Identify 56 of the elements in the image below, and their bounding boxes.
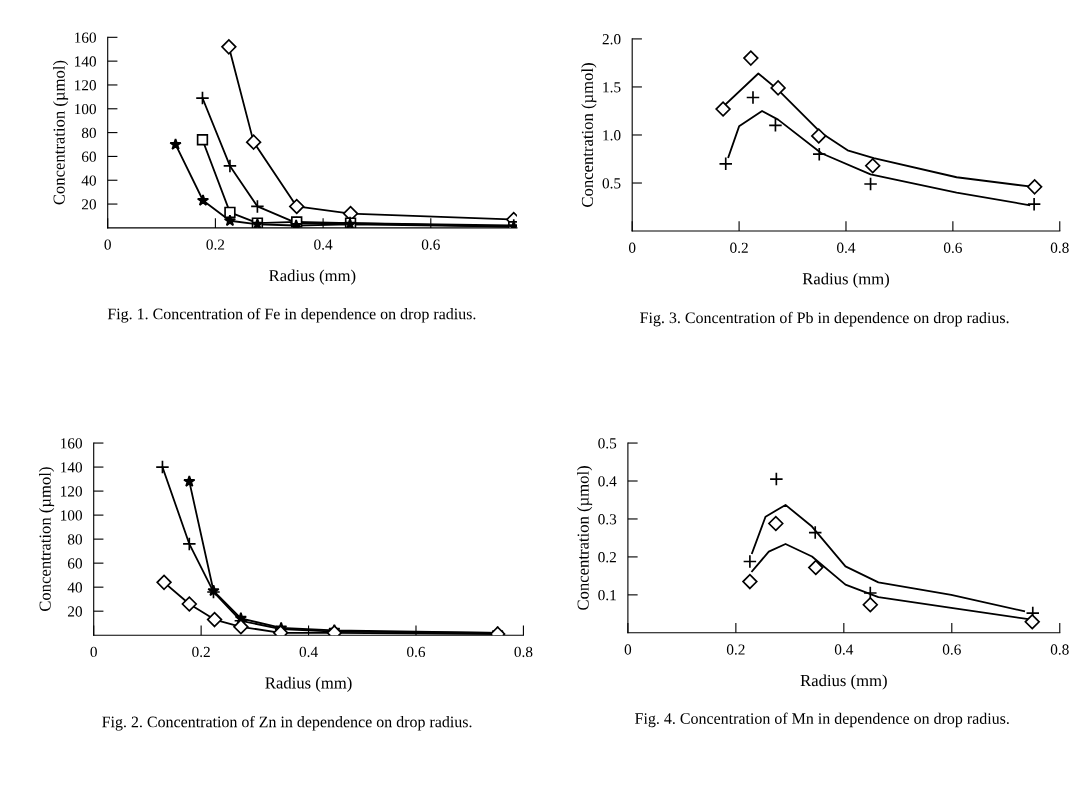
x-tick-label: 0.4 — [837, 242, 856, 253]
x-axis-title: Radius (mm) — [800, 674, 887, 690]
x-tick-label: 0.4 — [314, 239, 333, 250]
x-tick-label: 0 — [624, 644, 632, 655]
x-tick-label: 0.6 — [942, 644, 961, 655]
y-tick-label: 100 — [61, 510, 83, 521]
caption: Fig. 1. Concentration of Fe in dependence on drop radius. — [107, 307, 476, 323]
x-tick-label: 0 — [90, 646, 97, 658]
y-tick-label: 20 — [81, 199, 97, 210]
y-tick-label: 2.0 — [602, 34, 621, 45]
y-tick-label: 140 — [75, 56, 97, 67]
x-tick-label: 0.8 — [514, 646, 533, 658]
x-axis-title: Radius (mm) — [265, 676, 352, 692]
x-axis-title: Radius (mm) — [802, 272, 889, 288]
x-tick-label: 0.6 — [421, 239, 440, 250]
y-tick-label: 60 — [67, 558, 83, 569]
y-tick-label: 160 — [75, 32, 97, 43]
y-tick-label: 1.0 — [603, 130, 621, 141]
caption: Fig. 4. Concentration of Mn in dependence on drop radius. — [635, 712, 1009, 728]
y-tick-label: 0.5 — [602, 178, 621, 189]
x-tick-label: 0.2 — [206, 239, 225, 250]
y-tick-label: 100 — [75, 103, 97, 115]
y-tick-label: 20 — [67, 606, 83, 617]
y-axis-title: Concentration (µmol) — [577, 466, 593, 610]
y-tick-label: 1.5 — [603, 82, 621, 93]
x-tick-label: 0.6 — [407, 646, 426, 658]
y-tick-label: 0.5 — [598, 438, 617, 449]
x-tick-label: 0.8 — [1050, 644, 1069, 655]
y-axis-title: Concentration (µmol) — [53, 60, 69, 205]
y-tick-label: 120 — [75, 80, 97, 91]
y-axis-title: Concentration (µmol) — [39, 467, 55, 612]
y-tick-label: 0.3 — [598, 514, 617, 525]
x-axis-title: Radius (mm) — [269, 269, 356, 285]
y-tick-label: 140 — [61, 462, 83, 473]
y-tick-label: 120 — [61, 486, 83, 497]
caption: Fig. 3. Concentration of Pb in dependence on drop radius. — [640, 311, 1009, 327]
x-tick-label: 0.6 — [943, 242, 962, 253]
y-tick-label: 160 — [61, 438, 83, 449]
x-tick-label: 0.2 — [730, 242, 748, 253]
x-tick-label: 0 — [104, 239, 111, 250]
y-tick-label: 80 — [81, 127, 97, 139]
y-tick-label: 40 — [67, 582, 83, 593]
y-tick-label: 0.2 — [598, 552, 616, 563]
x-tick-label: 0 — [628, 242, 636, 253]
y-tick-label: 80 — [67, 534, 83, 545]
y-tick-label: 0.1 — [598, 590, 616, 601]
x-tick-label: 0.2 — [192, 646, 210, 658]
y-tick-label: 0.4 — [598, 476, 617, 487]
y-tick-label: 60 — [81, 151, 97, 162]
x-tick-label: 0.2 — [726, 644, 745, 655]
y-axis-title: Concentration (µmol) — [581, 63, 597, 207]
x-tick-label: 0.4 — [834, 644, 854, 655]
x-tick-label: 0.8 — [1050, 242, 1069, 253]
caption: Fig. 2. Concentration of Zn in dependence on drop radius. — [102, 715, 472, 731]
x-tick-label: 0.4 — [299, 646, 318, 658]
y-tick-label: 40 — [81, 175, 97, 186]
